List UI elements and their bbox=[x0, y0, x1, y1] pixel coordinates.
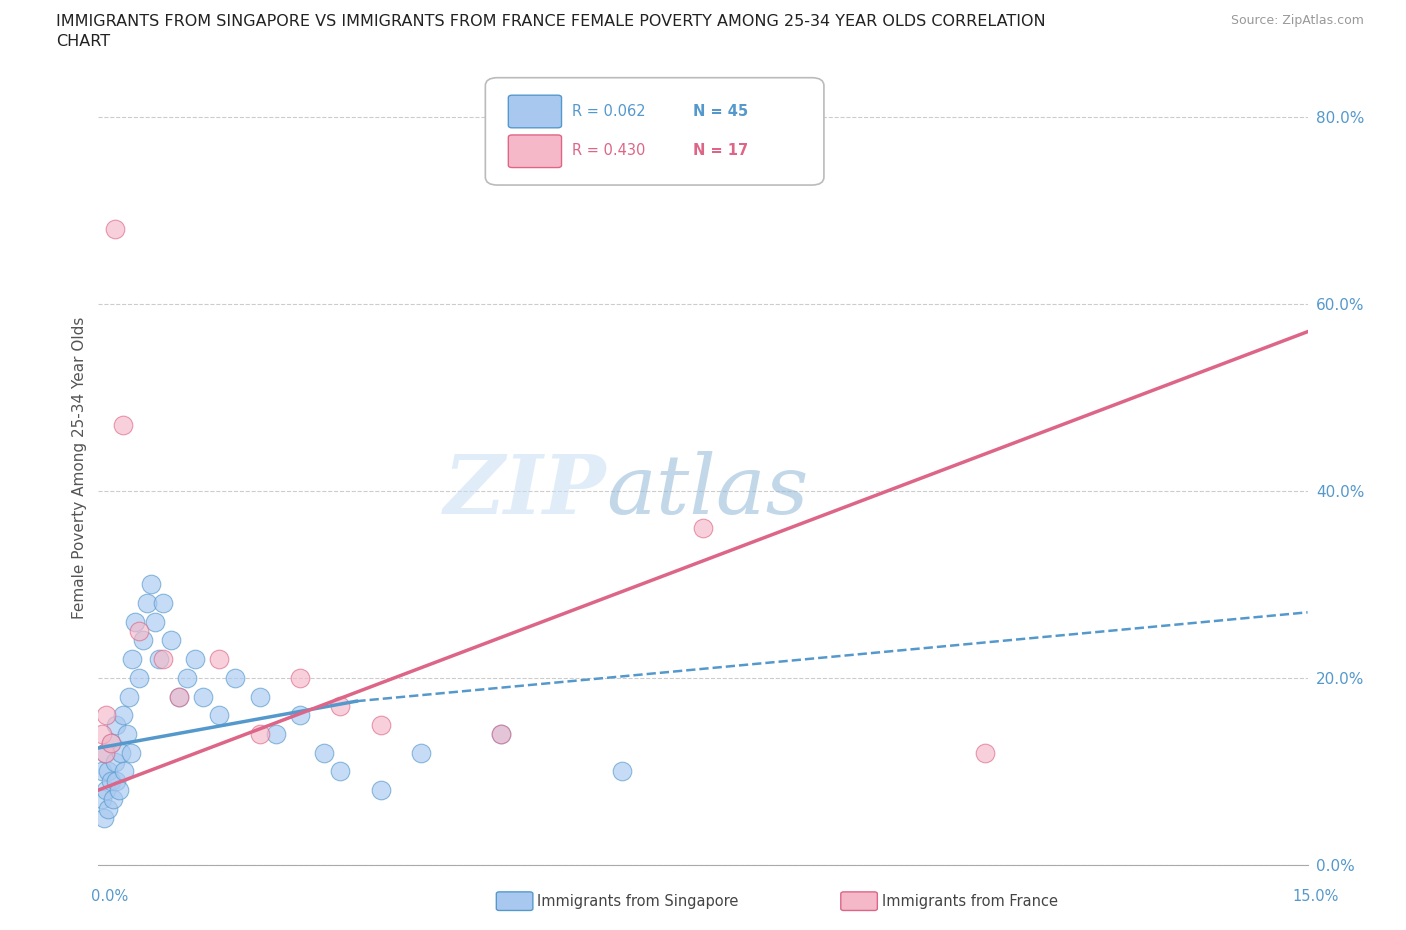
Point bbox=[94, 745, 117, 760]
Text: R = 0.062: R = 0.062 bbox=[572, 103, 645, 119]
Point bbox=[96, 708, 118, 723]
Point bbox=[139, 577, 162, 591]
Point bbox=[264, 726, 287, 741]
FancyBboxPatch shape bbox=[509, 95, 561, 127]
Point bbox=[692, 521, 714, 536]
Point bbox=[128, 624, 150, 639]
Point bbox=[135, 595, 157, 610]
Point bbox=[111, 418, 134, 432]
Point bbox=[105, 717, 128, 732]
Point bbox=[208, 708, 231, 723]
Point bbox=[97, 802, 120, 817]
Point bbox=[491, 726, 513, 741]
Text: ZIP: ZIP bbox=[444, 451, 606, 531]
Text: atlas: atlas bbox=[606, 451, 808, 531]
Point bbox=[167, 689, 190, 704]
Point bbox=[288, 671, 311, 685]
Point bbox=[100, 773, 122, 788]
Text: Source: ZipAtlas.com: Source: ZipAtlas.com bbox=[1230, 14, 1364, 27]
Point bbox=[115, 726, 138, 741]
Point bbox=[143, 614, 166, 629]
Point bbox=[107, 783, 129, 798]
Point bbox=[314, 745, 336, 760]
Point bbox=[91, 792, 114, 807]
FancyBboxPatch shape bbox=[509, 135, 561, 167]
Point bbox=[176, 671, 198, 685]
Point bbox=[112, 764, 135, 778]
Point bbox=[96, 783, 118, 798]
Point bbox=[97, 764, 120, 778]
Point bbox=[100, 736, 122, 751]
Point bbox=[91, 726, 114, 741]
Point bbox=[110, 745, 132, 760]
Point bbox=[132, 633, 155, 648]
Point bbox=[100, 736, 122, 751]
Point bbox=[152, 652, 174, 667]
Text: N = 45: N = 45 bbox=[693, 103, 748, 119]
Point bbox=[288, 708, 311, 723]
Point bbox=[208, 652, 231, 667]
Text: Immigrants from Singapore: Immigrants from Singapore bbox=[537, 894, 738, 909]
Point bbox=[974, 745, 997, 760]
Point bbox=[94, 745, 117, 760]
Point bbox=[105, 773, 128, 788]
Point bbox=[491, 726, 513, 741]
Point bbox=[93, 811, 115, 826]
Point bbox=[612, 764, 634, 778]
Point bbox=[91, 764, 114, 778]
Point bbox=[148, 652, 170, 667]
Text: Immigrants from France: Immigrants from France bbox=[882, 894, 1057, 909]
Point bbox=[224, 671, 246, 685]
Text: R = 0.430: R = 0.430 bbox=[572, 143, 645, 158]
Point bbox=[409, 745, 432, 760]
Point bbox=[103, 221, 125, 236]
Point bbox=[329, 698, 352, 713]
Point bbox=[101, 792, 124, 807]
Point bbox=[103, 754, 125, 769]
Point bbox=[120, 745, 142, 760]
Point bbox=[249, 726, 271, 741]
Point bbox=[152, 595, 174, 610]
Point bbox=[329, 764, 352, 778]
Point bbox=[370, 783, 392, 798]
Point bbox=[184, 652, 207, 667]
Point bbox=[128, 671, 150, 685]
Point bbox=[249, 689, 271, 704]
Point bbox=[118, 689, 141, 704]
Text: N = 17: N = 17 bbox=[693, 143, 748, 158]
Text: 0.0%: 0.0% bbox=[91, 889, 128, 904]
Point bbox=[160, 633, 183, 648]
Point bbox=[121, 652, 143, 667]
Y-axis label: Female Poverty Among 25-34 Year Olds: Female Poverty Among 25-34 Year Olds bbox=[72, 316, 87, 618]
Point bbox=[193, 689, 215, 704]
Text: IMMIGRANTS FROM SINGAPORE VS IMMIGRANTS FROM FRANCE FEMALE POVERTY AMONG 25-34 Y: IMMIGRANTS FROM SINGAPORE VS IMMIGRANTS … bbox=[56, 14, 1046, 29]
Text: CHART: CHART bbox=[56, 34, 110, 49]
FancyBboxPatch shape bbox=[485, 78, 824, 185]
Point bbox=[111, 708, 134, 723]
Point bbox=[124, 614, 146, 629]
Text: 15.0%: 15.0% bbox=[1292, 889, 1339, 904]
Point bbox=[167, 689, 190, 704]
Point bbox=[370, 717, 392, 732]
